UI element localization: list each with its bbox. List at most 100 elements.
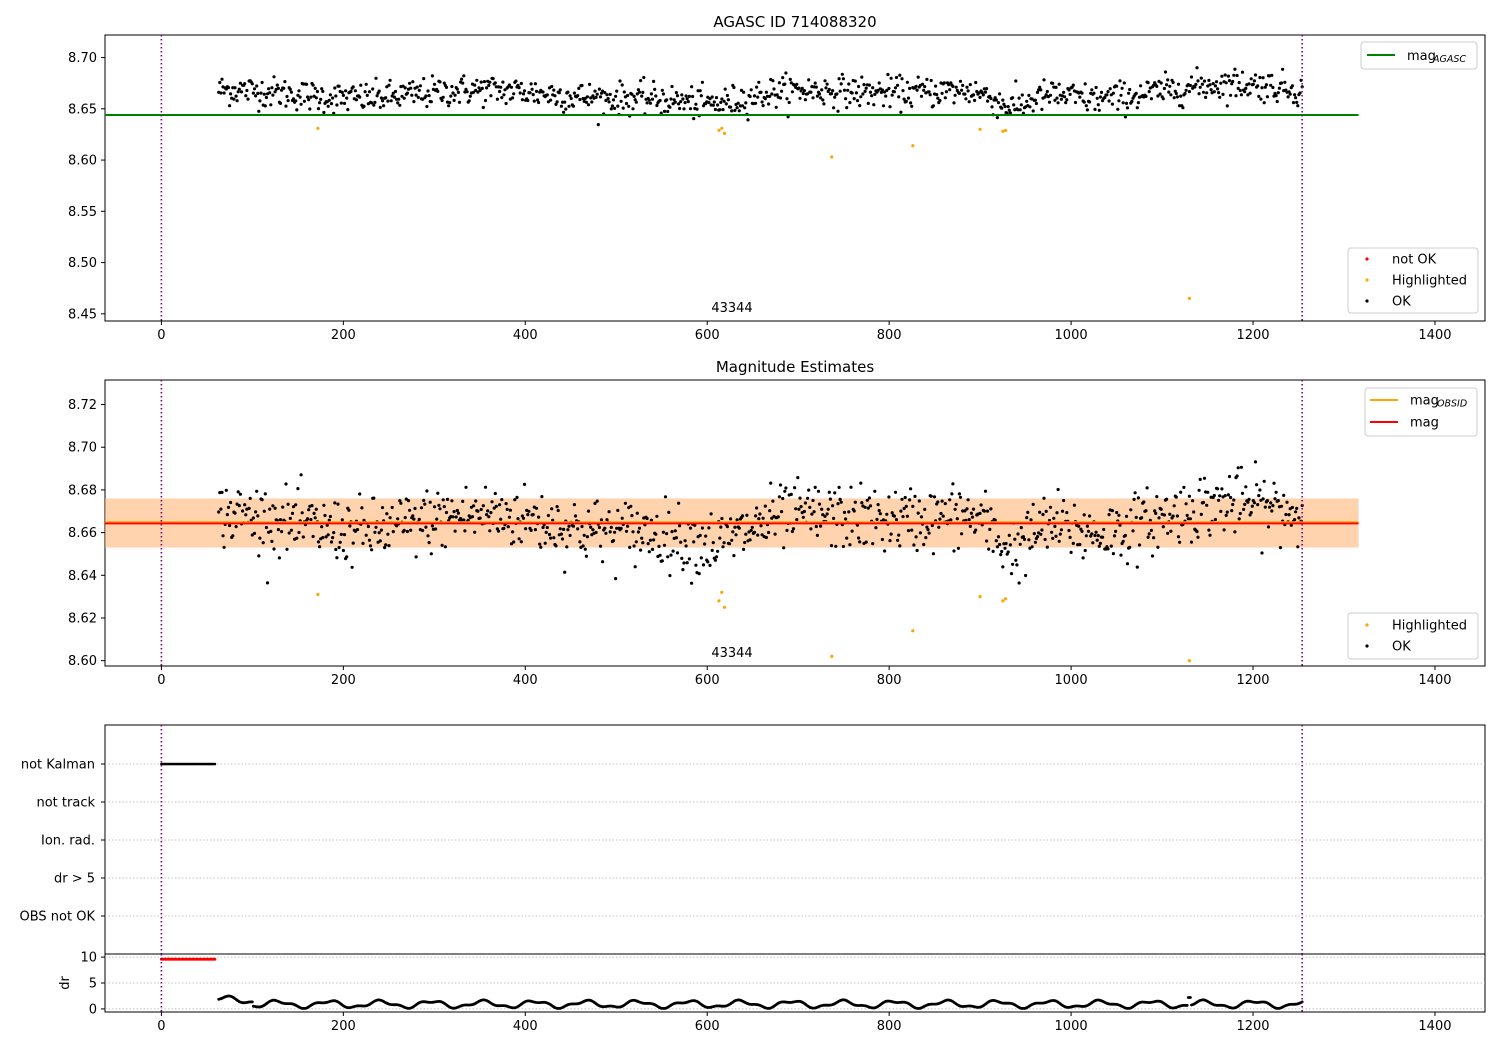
ok-point bbox=[1106, 90, 1110, 94]
ok-point bbox=[970, 515, 975, 519]
ok-point bbox=[320, 525, 324, 529]
ok-point bbox=[798, 496, 802, 500]
ok-point bbox=[555, 505, 559, 509]
ok-point bbox=[974, 528, 978, 532]
ok-point bbox=[405, 529, 409, 534]
ok-point bbox=[1069, 550, 1073, 555]
ok-point bbox=[922, 88, 926, 92]
ok-point bbox=[475, 78, 479, 82]
ok-point bbox=[1088, 514, 1092, 518]
ok-point bbox=[1137, 543, 1142, 547]
ok-point bbox=[1290, 84, 1294, 88]
ok-point bbox=[838, 89, 842, 93]
ok-point bbox=[875, 517, 879, 522]
ok-point bbox=[1275, 99, 1279, 104]
ok-point bbox=[597, 87, 602, 91]
ok-point bbox=[1297, 516, 1301, 520]
ok-point bbox=[387, 83, 391, 87]
ok-point bbox=[934, 84, 938, 88]
ok-point bbox=[508, 508, 512, 512]
ok-point bbox=[1153, 509, 1157, 513]
ok-point bbox=[1081, 556, 1085, 560]
ok-point bbox=[1157, 79, 1161, 83]
ok-point bbox=[1039, 532, 1043, 536]
ok-point bbox=[974, 80, 978, 85]
ok-point bbox=[871, 542, 875, 546]
ok-point bbox=[341, 93, 345, 97]
ok-point bbox=[1165, 497, 1169, 501]
x-tick-label: 0 bbox=[157, 328, 165, 343]
ok-point bbox=[328, 93, 332, 97]
ok-point bbox=[774, 105, 778, 109]
ok-point bbox=[700, 526, 705, 530]
ok-point bbox=[571, 104, 576, 108]
ok-point bbox=[605, 93, 609, 97]
ok-point bbox=[1096, 534, 1100, 538]
ok-point bbox=[684, 94, 688, 98]
ok-point bbox=[630, 92, 634, 96]
ok-point bbox=[521, 92, 526, 96]
ok-point bbox=[858, 104, 862, 108]
ok-point bbox=[495, 97, 499, 101]
ok-point bbox=[569, 96, 573, 101]
ok-point bbox=[654, 532, 658, 536]
ok-point bbox=[358, 492, 362, 496]
highlighted-point bbox=[717, 128, 721, 132]
x-tick-label: 800 bbox=[877, 673, 902, 688]
ok-point bbox=[799, 505, 803, 509]
ok-point bbox=[1116, 107, 1120, 111]
ok-point bbox=[1176, 535, 1181, 539]
ok-point bbox=[264, 95, 268, 100]
ok-point bbox=[1121, 539, 1125, 543]
ok-point bbox=[312, 511, 316, 515]
ok-point bbox=[1282, 493, 1286, 497]
legend-label: Highlighted bbox=[1392, 274, 1467, 289]
ok-point bbox=[319, 97, 323, 101]
ok-point bbox=[641, 90, 645, 94]
ok-point bbox=[399, 501, 403, 505]
ok-point bbox=[1135, 565, 1139, 569]
ok-point bbox=[1097, 544, 1101, 548]
ok-point bbox=[815, 533, 820, 538]
ok-point bbox=[1056, 487, 1060, 492]
ok-point bbox=[492, 506, 496, 510]
ok-point bbox=[1122, 81, 1126, 85]
ok-point bbox=[807, 78, 811, 82]
ok-point bbox=[1072, 503, 1076, 507]
ok-point bbox=[1108, 87, 1112, 91]
ok-point bbox=[370, 101, 374, 105]
ok-point bbox=[780, 510, 784, 514]
ok-point bbox=[889, 532, 893, 536]
ok-point bbox=[1273, 497, 1277, 501]
flag-row-label: Ion. rad. bbox=[41, 834, 95, 849]
ok-point bbox=[932, 495, 937, 499]
ok-point bbox=[1182, 485, 1186, 489]
ok-point bbox=[1017, 96, 1021, 100]
ok-point bbox=[229, 92, 233, 96]
ok-point bbox=[1037, 88, 1041, 92]
ok-point bbox=[382, 104, 386, 108]
ok-point bbox=[994, 539, 998, 543]
ok-point bbox=[813, 81, 817, 85]
ok-point bbox=[650, 97, 655, 101]
ok-point bbox=[1195, 66, 1199, 70]
ok-point bbox=[598, 95, 603, 99]
ok-point bbox=[567, 524, 571, 528]
ok-point bbox=[1249, 510, 1253, 515]
ok-point bbox=[707, 526, 711, 530]
ok-point bbox=[881, 104, 886, 108]
ok-point bbox=[611, 98, 616, 102]
ok-point bbox=[1175, 95, 1179, 99]
ok-point bbox=[1026, 510, 1030, 514]
ok-point bbox=[648, 101, 653, 105]
ok-point bbox=[1226, 74, 1230, 78]
ok-point bbox=[595, 499, 599, 503]
ok-point bbox=[372, 103, 376, 107]
ok-point bbox=[308, 107, 312, 111]
ok-point bbox=[422, 77, 426, 81]
ok-point bbox=[262, 509, 266, 513]
ok-point bbox=[1111, 91, 1115, 95]
ok-point bbox=[632, 94, 636, 98]
ok-point bbox=[445, 497, 450, 501]
ok-point bbox=[335, 556, 339, 560]
